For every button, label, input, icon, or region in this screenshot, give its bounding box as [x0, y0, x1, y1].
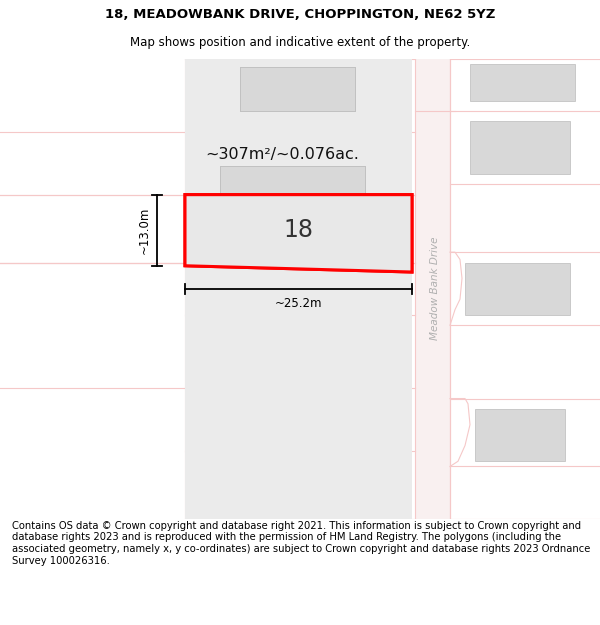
- Polygon shape: [185, 194, 412, 272]
- Polygon shape: [185, 194, 412, 272]
- Text: ~307m²/~0.076ac.: ~307m²/~0.076ac.: [205, 148, 359, 162]
- Bar: [465, 262, 570, 315]
- Text: ~13.0m: ~13.0m: [138, 206, 151, 254]
- Bar: [470, 121, 570, 174]
- Text: 18: 18: [284, 218, 314, 242]
- Text: 18, MEADOWBANK DRIVE, CHOPPINGTON, NE62 5YZ: 18, MEADOWBANK DRIVE, CHOPPINGTON, NE62 …: [105, 8, 495, 21]
- Text: ~25.2m: ~25.2m: [275, 297, 322, 310]
- Bar: [475, 409, 565, 461]
- Bar: [240, 67, 355, 111]
- Bar: [220, 166, 365, 261]
- Bar: [185, 59, 412, 519]
- Bar: [470, 64, 575, 101]
- Text: Contains OS data © Crown copyright and database right 2021. This information is : Contains OS data © Crown copyright and d…: [12, 521, 590, 566]
- Text: Meadow Bank Drive: Meadow Bank Drive: [430, 237, 439, 341]
- Bar: [415, 59, 450, 519]
- Text: Map shows position and indicative extent of the property.: Map shows position and indicative extent…: [130, 36, 470, 49]
